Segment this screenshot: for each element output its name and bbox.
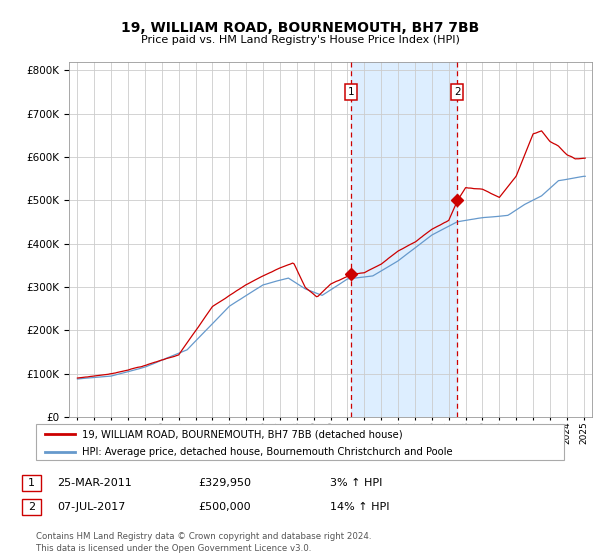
Text: 1: 1 [348, 87, 355, 97]
Text: 1: 1 [28, 478, 35, 488]
Text: HPI: Average price, detached house, Bournemouth Christchurch and Poole: HPI: Average price, detached house, Bour… [82, 447, 453, 458]
Text: 19, WILLIAM ROAD, BOURNEMOUTH, BH7 7BB (detached house): 19, WILLIAM ROAD, BOURNEMOUTH, BH7 7BB (… [82, 429, 403, 439]
Text: 25-MAR-2011: 25-MAR-2011 [57, 478, 132, 488]
Text: 07-JUL-2017: 07-JUL-2017 [57, 502, 125, 512]
Text: This data is licensed under the Open Government Licence v3.0.: This data is licensed under the Open Gov… [36, 544, 311, 553]
Text: 14% ↑ HPI: 14% ↑ HPI [330, 502, 389, 512]
Text: £329,950: £329,950 [198, 478, 251, 488]
Text: Price paid vs. HM Land Registry's House Price Index (HPI): Price paid vs. HM Land Registry's House … [140, 35, 460, 45]
Text: £500,000: £500,000 [198, 502, 251, 512]
Bar [352, 62, 457, 417]
Text: 19, WILLIAM ROAD, BOURNEMOUTH, BH7 7BB: 19, WILLIAM ROAD, BOURNEMOUTH, BH7 7BB [121, 21, 479, 35]
Text: Contains HM Land Registry data © Crown copyright and database right 2024.: Contains HM Land Registry data © Crown c… [36, 532, 371, 541]
Text: 3% ↑ HPI: 3% ↑ HPI [330, 478, 382, 488]
Text: 2: 2 [28, 502, 35, 512]
Text: 2: 2 [454, 87, 461, 97]
